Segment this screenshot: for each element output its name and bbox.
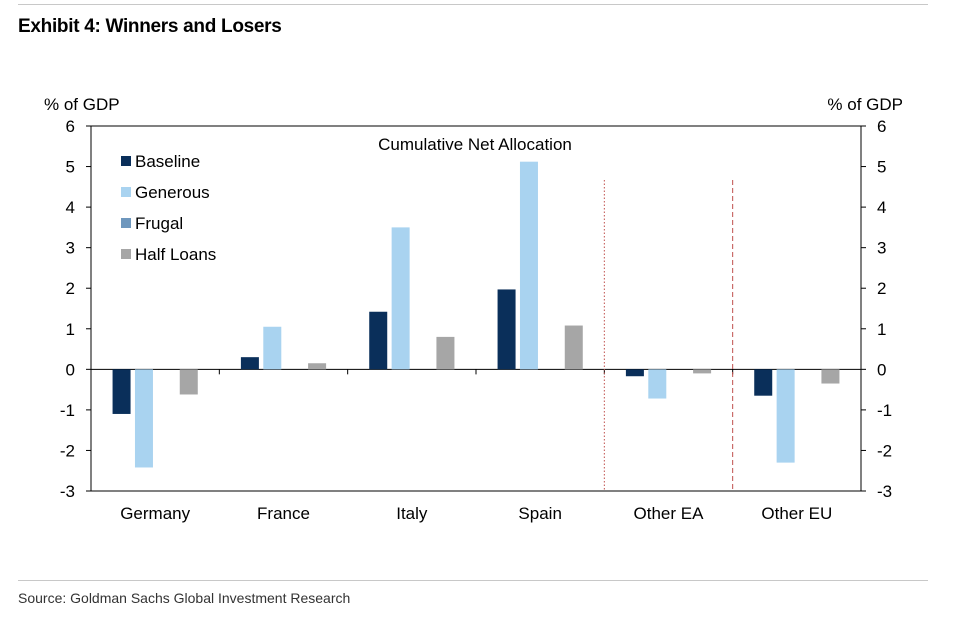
chart-title: Cumulative Net Allocation [378,135,572,154]
axes [86,125,866,492]
legend-swatch [121,249,131,259]
legend-label: Generous [135,183,210,202]
legend-label: Half Loans [135,245,216,264]
bar-baseline [112,369,131,414]
y-tick-label-left: 2 [66,279,75,298]
y-tick-label-right: 2 [877,279,886,298]
y-tick-label-left: 1 [66,320,75,339]
bars [112,161,840,468]
y-tick-label-right: 4 [877,198,886,217]
bar-generous [519,161,538,370]
legend-label: Frugal [135,214,183,233]
y-tick-label-right: 0 [877,360,886,379]
x-tick-label: Other EA [634,504,705,523]
bar-baseline [625,369,644,377]
plot-frame [90,125,862,492]
y-tick-label-left: 4 [66,198,75,217]
y-axis-label-left: % of GDP [44,95,120,114]
y-tick-label-right: 5 [877,158,886,177]
bar-generous [391,227,410,370]
bar-baseline [369,311,388,370]
y-tick-label-left: 5 [66,158,75,177]
plot-border [90,125,862,492]
y-tick-label-right: -1 [877,401,892,420]
bar-generous [648,369,667,399]
bar-baseline [497,289,516,370]
bar-half-loans [436,336,455,370]
bar-baseline [240,357,259,370]
legend-label: Baseline [135,152,200,171]
legend-swatch [121,156,131,166]
bar-half-loans [179,369,198,395]
bar-half-loans [564,325,583,370]
category-separators [603,180,734,491]
bar-half-loans [308,363,327,370]
y-tick-label-left: -1 [60,401,75,420]
y-axis-label-right: % of GDP [827,95,903,114]
bar-generous [776,369,795,463]
y-tick-label-left: -2 [60,441,75,460]
y-tick-label-left: 3 [66,239,75,258]
y-tick-label-right: 1 [877,320,886,339]
bottom-rule [18,580,928,581]
y-tick-label-right: -2 [877,441,892,460]
legend-swatch [121,187,131,197]
y-tick-label-right: 3 [877,239,886,258]
y-tick-label-right: -3 [877,482,892,501]
y-tick-label-left: 0 [66,360,75,379]
legend-swatch [121,218,131,228]
bar-generous [134,369,153,468]
bar-baseline [754,369,773,396]
y-tick-label-left: -3 [60,482,75,501]
axis-labels: -3 -3 -2 -2 -1 -1 0 0 1 1 2 2 3 3 4 4 5 5 6 6 Germany France I… [60,117,892,523]
bar-generous [263,326,282,370]
source-note: Source: Goldman Sachs Global Investment … [18,590,351,606]
exhibit-title: Exhibit 4: Winners and Losers [18,16,282,37]
x-tick-label: Other EU [761,504,832,523]
bar-half-loans [693,369,712,374]
x-tick-label: Germany [120,504,190,523]
top-rule [18,4,928,5]
y-tick-label-left: 6 [66,117,75,136]
x-tick-label: France [257,504,310,523]
x-tick-label: Italy [396,504,428,523]
legend: Baseline Generous Frugal Half Loans [121,152,216,264]
y-tick-label-right: 6 [877,117,886,136]
x-tick-label: Spain [518,504,561,523]
bar-half-loans [821,369,840,384]
